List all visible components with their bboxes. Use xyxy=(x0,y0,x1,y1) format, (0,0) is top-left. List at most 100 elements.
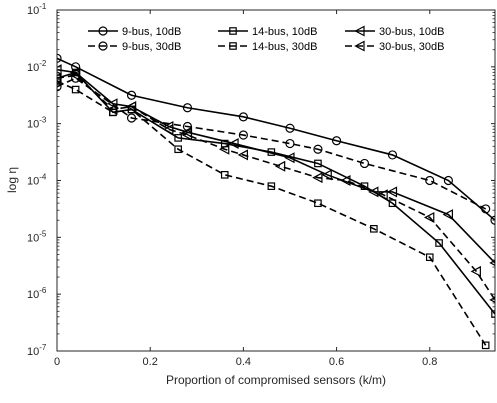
series-line xyxy=(57,80,487,346)
data-point xyxy=(126,90,137,100)
legend-marker xyxy=(354,40,365,52)
data-point xyxy=(489,259,495,266)
legend-marker xyxy=(98,26,108,36)
series-5 xyxy=(57,69,495,303)
series-line xyxy=(57,57,495,221)
y-tick-label: 10-7 xyxy=(27,343,47,358)
y-tick-label: 10-6 xyxy=(27,286,47,301)
y-tick-exponent: -1 xyxy=(39,2,47,11)
legend-label: 30-bus, 30dB xyxy=(379,41,444,53)
x-tick-label: 0 xyxy=(54,356,60,368)
data-point xyxy=(182,121,193,132)
data-point xyxy=(182,103,193,113)
series-line xyxy=(57,68,495,264)
data-point xyxy=(107,98,118,110)
y-tick-label: 10-2 xyxy=(27,59,47,74)
data-point xyxy=(377,189,388,201)
y-tick-label: 10-1 xyxy=(27,2,47,17)
plot-area xyxy=(56,9,496,352)
y-tick-exponent: -6 xyxy=(39,286,47,295)
data-point xyxy=(57,53,62,63)
data-point xyxy=(435,239,443,247)
legend: 9-bus, 10dB 14-bus, 10dB 30-bus, 10dB 9-bus… xyxy=(88,25,444,53)
data-point xyxy=(314,199,322,208)
legend-marker xyxy=(229,42,237,50)
data-point xyxy=(284,152,295,164)
data-point xyxy=(359,158,370,169)
legend-marker xyxy=(354,25,365,37)
data-point xyxy=(71,62,81,72)
x-axis-label: Proportion of compromised sensors (k/m) xyxy=(166,373,386,387)
legend-label: 14-bus, 30dB xyxy=(252,41,317,53)
data-point xyxy=(267,182,276,190)
y-tick-exponent: -7 xyxy=(39,343,47,352)
data-point xyxy=(490,215,495,225)
series-4 xyxy=(57,64,495,266)
data-point xyxy=(126,113,137,123)
legend-entry: 9-bus, 10dB xyxy=(88,26,181,38)
data-point xyxy=(442,209,454,221)
data-point xyxy=(386,186,398,198)
data-point xyxy=(312,172,323,184)
data-point xyxy=(163,123,174,135)
data-point xyxy=(285,138,295,149)
legend-label: 30-bus, 10dB xyxy=(379,26,444,38)
y-axis-label: log η xyxy=(5,167,19,193)
data-point xyxy=(57,82,62,92)
series-layer xyxy=(57,53,495,350)
data-point xyxy=(470,265,481,277)
legend-entry: 30-bus, 10dB xyxy=(345,25,444,38)
legend-entry: 14-bus, 10dB xyxy=(218,26,317,38)
legend-marker xyxy=(98,41,108,51)
y-tick-label: 10-4 xyxy=(27,173,47,188)
legend-entry: 30-bus, 30dB xyxy=(345,40,444,53)
data-point xyxy=(237,149,248,161)
data-point xyxy=(481,341,490,350)
data-point xyxy=(370,225,378,233)
legend-label: 9-bus, 30dB xyxy=(122,41,181,53)
y-tick-exponent: -5 xyxy=(39,229,47,238)
data-point xyxy=(274,160,286,172)
y-tick-label: 10-3 xyxy=(27,116,47,131)
data-point xyxy=(57,72,62,84)
data-point xyxy=(57,77,61,85)
y-tick-exponent: -3 xyxy=(39,116,47,125)
x-tick-label: 0.2 xyxy=(143,356,158,368)
y-tick-exponent: -4 xyxy=(39,173,47,182)
data-point xyxy=(69,69,81,81)
data-point xyxy=(285,123,295,133)
x-tick-label: 0.8 xyxy=(422,356,437,368)
data-point xyxy=(425,253,434,262)
legend-label: 14-bus, 10dB xyxy=(252,26,317,38)
data-point xyxy=(321,169,332,181)
data-point xyxy=(481,204,491,214)
series-line xyxy=(57,77,487,210)
data-point xyxy=(331,136,342,146)
data-point xyxy=(174,134,182,142)
data-point xyxy=(368,186,379,198)
data-point xyxy=(107,103,118,115)
data-point xyxy=(174,145,182,154)
data-point xyxy=(181,129,193,141)
series-clip-group xyxy=(57,53,495,350)
data-point xyxy=(313,144,323,154)
data-point xyxy=(340,175,351,186)
y-tick-exponent: -2 xyxy=(39,59,47,68)
series-line xyxy=(57,74,495,301)
data-point xyxy=(220,171,229,179)
data-point xyxy=(238,112,248,122)
data-point xyxy=(489,296,495,303)
legend-marker xyxy=(229,27,237,35)
data-point xyxy=(443,175,454,186)
x-tick-label: 0.4 xyxy=(236,356,251,368)
x-tick-label: 0.6 xyxy=(329,356,344,368)
data-point xyxy=(218,143,230,155)
series-0 xyxy=(57,53,495,225)
data-point xyxy=(238,130,248,140)
data-point xyxy=(57,64,62,76)
data-point xyxy=(491,310,495,318)
data-point xyxy=(423,211,435,223)
legend-label: 9-bus, 10dB xyxy=(122,26,181,38)
legend-entry: 9-bus, 30dB xyxy=(88,41,181,53)
